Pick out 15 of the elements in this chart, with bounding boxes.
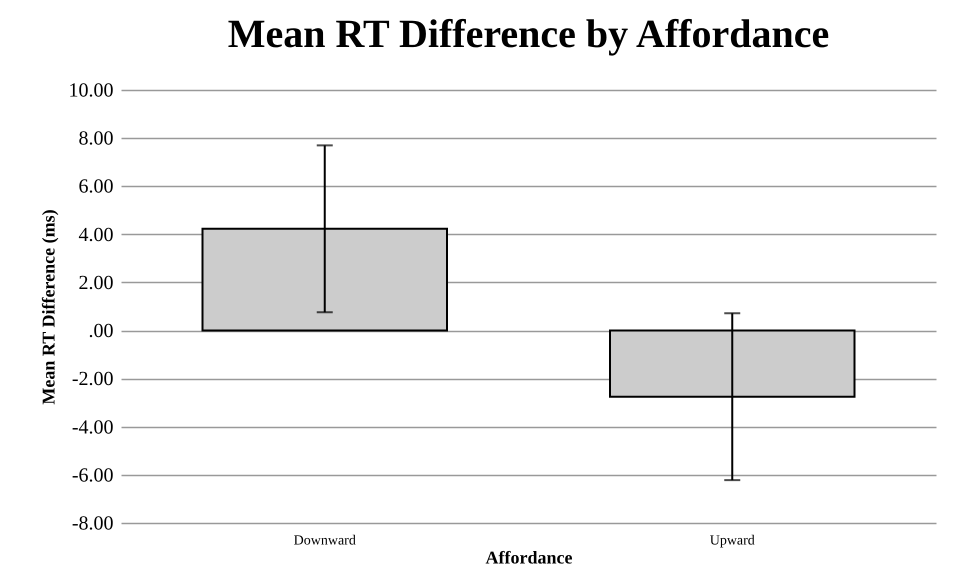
- y-tick-label: 10.00: [68, 80, 114, 102]
- x-axis-title: Affordance: [486, 548, 572, 568]
- y-tick-label: -8.00: [72, 512, 114, 534]
- y-tick-label: .00: [88, 320, 114, 342]
- x-tick-label: Upward: [710, 534, 755, 548]
- y-tick-label: 2.00: [78, 272, 114, 294]
- y-tick-label: -4.00: [72, 416, 114, 438]
- y-axis-title: Mean RT Difference (ms): [38, 209, 58, 405]
- x-tick-label: Downward: [294, 534, 356, 548]
- y-tick-label: -6.00: [72, 464, 114, 486]
- y-tick-label: 6.00: [78, 176, 114, 198]
- chart-title: Mean RT Difference by Affordance: [228, 11, 830, 56]
- y-tick-label: -2.00: [72, 368, 114, 390]
- y-tick-label: 4.00: [78, 224, 114, 246]
- y-tick-label: 8.00: [78, 128, 114, 150]
